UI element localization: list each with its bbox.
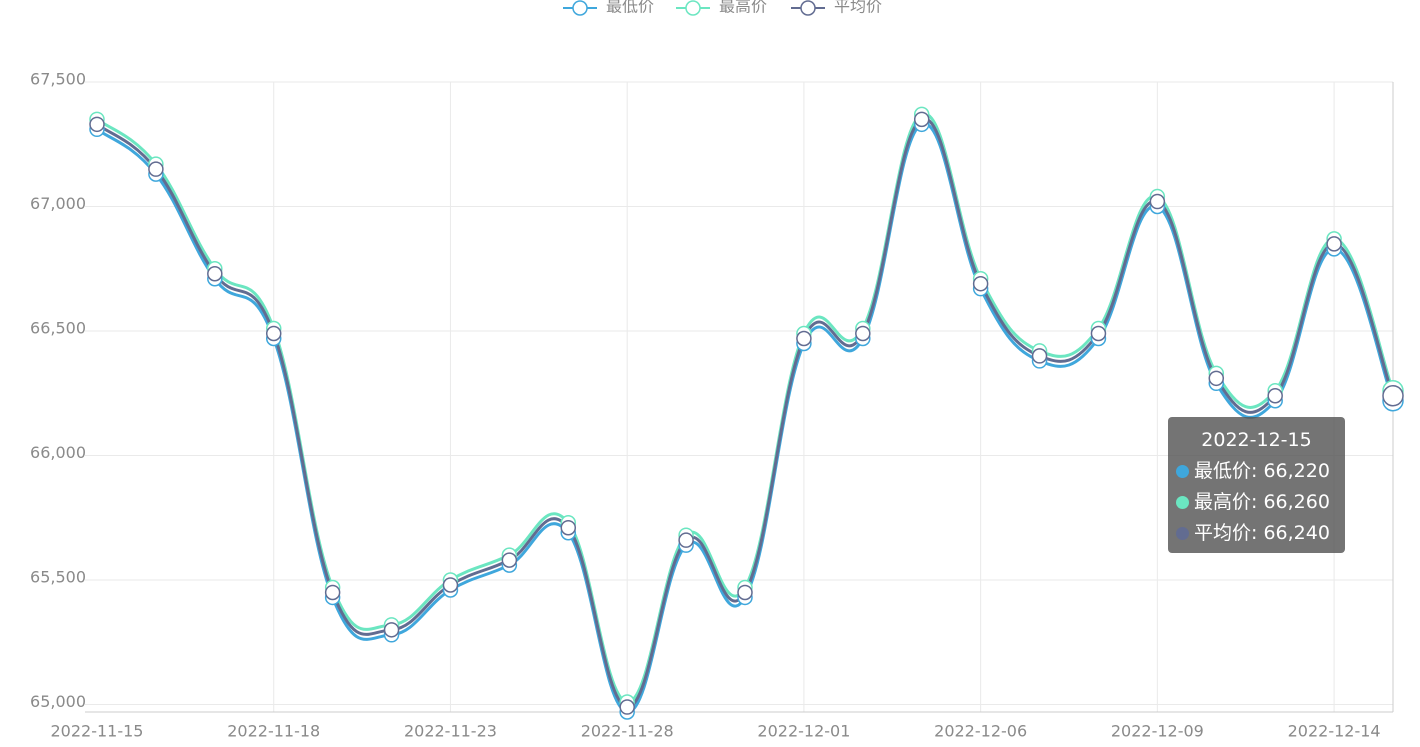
series-point: [89, 116, 105, 133]
x-tick-label: 2022-11-18: [227, 722, 320, 741]
x-tick-label: 2022-12-14: [1288, 722, 1381, 741]
series-point: [796, 330, 812, 347]
y-tick-label: 67,500: [30, 70, 86, 89]
separator: :: [1251, 460, 1264, 482]
legend-icon: [685, 0, 701, 16]
legend-icon: [572, 0, 588, 16]
tooltip-row: 最低价: 66,220: [1176, 456, 1337, 487]
tooltip-series: 最低价: [1194, 460, 1252, 482]
series-point: [678, 532, 694, 548]
separator: :: [1251, 491, 1264, 513]
tooltip-marker: [1176, 527, 1189, 540]
y-tick-label: 67,000: [30, 194, 86, 213]
series-point: [148, 161, 164, 177]
x-tick-label: 2022-11-23: [404, 722, 497, 741]
series-point: [1382, 385, 1404, 407]
tooltip-value: 66,220: [1263, 460, 1330, 482]
series-point: [737, 584, 753, 601]
tooltip-row: 平均价: 66,240: [1176, 518, 1337, 549]
series-point: [972, 275, 989, 292]
series-point: [913, 111, 930, 128]
series-point: [383, 622, 400, 638]
legend-label: 平均价: [834, 0, 882, 16]
tooltip-marker: [1176, 496, 1189, 509]
series-point: [1090, 325, 1107, 342]
legend-label: 最低价: [606, 0, 654, 16]
series-point: [1326, 236, 1342, 252]
series-point: [207, 265, 223, 282]
legend-label: 最高价: [719, 0, 767, 16]
tooltip-value: 66,240: [1263, 522, 1330, 544]
tooltip-series: 最高价: [1194, 491, 1252, 513]
series-point: [1267, 388, 1283, 404]
y-tick-label: 66,500: [30, 319, 86, 338]
y-tick-label: 65,500: [30, 568, 86, 587]
legend-icon: [800, 0, 816, 16]
x-tick-label: 2022-12-01: [757, 722, 850, 741]
series-point: [324, 584, 341, 601]
y-tick-label: 65,000: [30, 692, 86, 711]
series-point: [1208, 370, 1225, 387]
tooltip-series: 平均价: [1194, 522, 1252, 544]
tooltip: 2022-12-15 最低价: 66,220 最高价: 66,260 平均价: 66…: [1168, 417, 1345, 553]
tooltip-value: 66,260: [1263, 491, 1330, 513]
series-point: [619, 699, 635, 715]
x-tick-label: 2022-12-06: [934, 722, 1027, 741]
tooltip-title: 2022-12-15: [1201, 429, 1312, 451]
series-line: [96, 117, 1395, 709]
x-tick-label: 2022-11-15: [51, 722, 144, 741]
y-tick-label: 66,000: [30, 443, 86, 462]
series-point: [560, 519, 577, 536]
x-tick-label: 2022-12-09: [1111, 722, 1204, 741]
series-point: [855, 325, 871, 342]
series-point: [1031, 348, 1048, 364]
tooltip-marker: [1176, 465, 1189, 478]
x-tick-label: 2022-11-28: [581, 722, 674, 741]
series-point: [501, 552, 518, 568]
series-point: [1149, 193, 1166, 210]
tooltip-row: 最高价: 66,260: [1176, 487, 1337, 518]
separator: :: [1251, 522, 1264, 544]
series-point: [265, 325, 282, 342]
series-point: [442, 577, 459, 593]
